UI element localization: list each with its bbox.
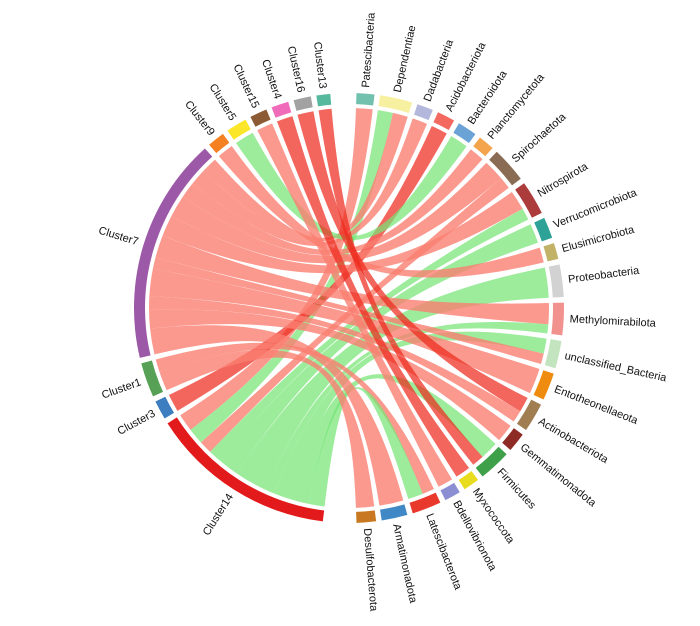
ribbon-Desulfobacterota-Cluster1	[159, 349, 375, 508]
arc-Cluster15	[250, 109, 271, 127]
ribbon-Gemmatimonadota-Cluster7	[149, 309, 511, 441]
ribbon-Dependentiae-Cluster14	[190, 110, 393, 443]
segment-label-Verrucomicrobiota: Verrucomicrobiota	[552, 187, 640, 232]
arc-Cluster14	[167, 417, 325, 522]
arc-Gemmatimonadota	[502, 428, 523, 451]
ribbon-Entotheonellaeota-Cluster7	[149, 268, 540, 394]
segment-label-Patescibacteria: Patescibacteria	[360, 11, 378, 88]
arc-Cluster5	[227, 119, 251, 140]
segment-label-Armatimonadota: Armatimonadota	[390, 523, 419, 605]
segment-label-Nitrospirota: Nitrospirota	[536, 160, 591, 200]
segment-label-Cluster9: Cluster9	[182, 99, 217, 139]
ribbon-Methylomirabilota-Cluster7	[155, 235, 550, 325]
ribbon-Dadabacteria-Cluster7	[192, 118, 427, 246]
arc-Nitrospirota	[515, 183, 542, 218]
segment-label-Cluster14: Cluster14	[201, 492, 236, 538]
arc-Dependentiae	[378, 95, 413, 113]
segment-label-Cluster3: Cluster3	[116, 408, 158, 438]
ribbon-Firmicutes-Cluster13	[318, 108, 483, 465]
ribbon-Planctomycetota-Cluster7	[182, 149, 483, 255]
segment-label-Entotheonellaeota: Entotheonellaeota	[552, 383, 640, 427]
arc-Desulfobacterota	[356, 510, 377, 523]
arc-Cluster16	[293, 96, 313, 111]
ribbon-Firmicutes-Cluster14	[289, 374, 496, 504]
segment-label-Cluster1: Cluster1	[100, 376, 143, 401]
segment-label-Dependentiae: Dependentiae	[392, 24, 419, 93]
segment-label-Latescibacterota: Latescibacterota	[423, 512, 464, 592]
arc-Acidobacteriota	[433, 112, 455, 131]
arc-Cluster1	[141, 360, 164, 397]
ribbon-Bdellovibrionota-Cluster15	[257, 123, 453, 487]
ribbon-Actinobacteriota-Cluster7	[148, 296, 521, 422]
segment-label-unclassified_Bacteria: unclassified_Bacteria	[563, 350, 668, 384]
segment-label-Cluster5: Cluster5	[207, 82, 239, 123]
segment-label-Cluster7: Cluster7	[97, 225, 140, 249]
ribbon-Nitrospirota-Cluster14	[210, 208, 529, 461]
ribbon-Latescibacterota-Cluster1	[155, 342, 434, 494]
segment-label-Spirochaetota: Spirochaetota	[510, 110, 569, 165]
ribbon-Spirochaetota-Cluster7	[171, 162, 502, 264]
ribbon-Myxococcota-Cluster4	[276, 116, 470, 477]
arc-Patescibacteria	[356, 93, 375, 106]
arc-Actinobacteriota	[516, 399, 542, 431]
arc-Cluster9	[209, 133, 230, 154]
arc-Latescibacterota	[409, 492, 441, 514]
ribbon-Verrucomicrobiota-Cluster14	[219, 224, 539, 474]
segment-label-Methylomirabilota: Methylomirabilota	[569, 313, 657, 329]
ribbon-Dependentiae-Cluster7	[203, 112, 408, 242]
arc-unclassified_Bacteria	[544, 339, 562, 369]
segment-label-Proteobacteria: Proteobacteria	[567, 265, 640, 286]
arc-Bdellovibrionota	[440, 482, 460, 501]
segment-label-Cluster16: Cluster16	[285, 45, 307, 94]
segment-label-Cluster13: Cluster13	[311, 41, 329, 89]
arc-Planctomycetota	[473, 137, 493, 157]
ribbon-Proteobacteria-Cluster14	[236, 267, 549, 490]
arc-Cluster7	[133, 148, 213, 358]
ribbons-layer	[148, 108, 550, 508]
segment-label-Firmicutes: Firmicutes	[495, 466, 539, 512]
segment-label-Elusimicrobiota: Elusimicrobiota	[560, 224, 636, 256]
ribbon-Elusimicrobiota-Cluster9	[218, 146, 544, 278]
arc-Cluster4	[271, 101, 292, 118]
ribbon-unclassified_Bacteria-Cluster7	[152, 257, 544, 365]
segment-label-Desulfobacterota: Desulfobacterota	[361, 528, 380, 613]
arc-Verrucomicrobiota	[534, 217, 553, 242]
segment-label-Cluster4: Cluster4	[259, 58, 284, 101]
arcs-layer	[133, 93, 564, 523]
arc-Bacteroidota	[453, 123, 476, 144]
segment-label-Cluster15: Cluster15	[230, 62, 261, 110]
ribbon-Latescibacterota-Cluster14	[308, 387, 423, 507]
arc-Methylomirabilota	[551, 302, 564, 336]
ribbon-Bacteroidota-Cluster5	[235, 132, 467, 241]
arc-Dadabacteria	[413, 104, 433, 121]
arc-Entotheonellaeota	[533, 370, 554, 400]
arc-Firmicutes	[475, 446, 507, 477]
arc-Cluster13	[316, 93, 332, 107]
arc-Elusimicrobiota	[543, 243, 559, 262]
arc-Proteobacteria	[548, 264, 564, 298]
ribbon-Nitrospirota-Cluster7	[162, 191, 523, 274]
ribbon-Armatimonadota-Cluster7	[150, 325, 404, 506]
arc-Armatimonadota	[380, 504, 408, 521]
arc-Cluster3	[155, 396, 175, 419]
arc-Spirochaetota	[489, 151, 521, 186]
ribbon-Acidobacteriota-Cluster3	[168, 125, 447, 411]
arc-Myxococcota	[458, 471, 479, 490]
